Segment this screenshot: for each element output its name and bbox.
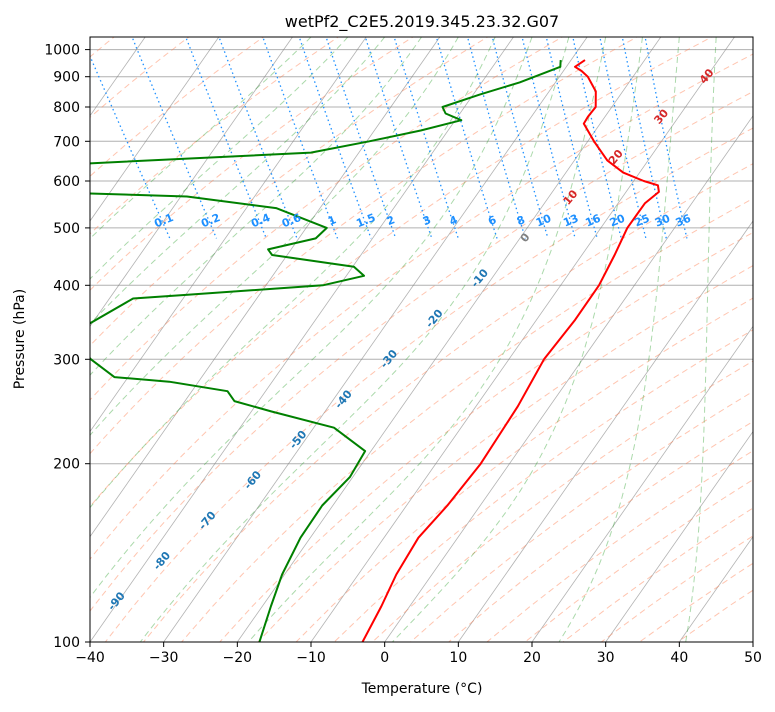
- dry-adiabat-line: [0, 35, 417, 642]
- mixing-ratio-line: [645, 35, 687, 239]
- dry-adiabat-line: [525, 35, 775, 642]
- mixing-ratio-line: [131, 35, 217, 239]
- y-tick-label: 800: [53, 100, 80, 116]
- moist-adiabat-line: [58, 37, 532, 642]
- x-tick-label: −20: [223, 650, 253, 666]
- isotherm-label: 40: [697, 66, 717, 86]
- x-tick-label: 10: [449, 650, 467, 666]
- mixing-ratio-line: [436, 35, 497, 239]
- y-tick-label: 700: [53, 134, 80, 150]
- mixing-ratio-label: 25: [632, 212, 651, 230]
- dry-adiabat-line: [449, 35, 775, 642]
- mixing-ratio-label: 6: [486, 213, 498, 228]
- dry-adiabat-line: [0, 35, 492, 642]
- dry-adiabat-line: [182, 35, 775, 642]
- x-axis-ticks: −40 −30 −20 −10 0 10 20 30 40 50: [75, 642, 762, 666]
- dewpoint-profile-line: [0, 60, 561, 642]
- y-axis-ticks: 100 200 300 400 500 600 700 800 900 1000: [44, 43, 90, 651]
- x-tick-label: 40: [670, 650, 688, 666]
- mixing-ratio-label: 8: [515, 213, 527, 228]
- isotherm-label: 0: [518, 231, 533, 245]
- x-tick-label: 20: [523, 650, 541, 666]
- mixing-ratio-line: [599, 35, 646, 239]
- isotherm-line: [16, 37, 440, 642]
- dry-adiabat-line: [678, 35, 775, 642]
- moist-adiabat-line: [0, 37, 495, 642]
- x-tick-label: −30: [149, 650, 179, 666]
- moist-adiabat-line: [140, 37, 569, 642]
- isotherm-line: [0, 37, 366, 642]
- y-tick-label: 300: [53, 352, 80, 368]
- mixing-ratio-label: 3: [421, 213, 433, 228]
- mixing-ratio-line: [572, 35, 621, 239]
- isotherm-label: -40: [332, 387, 355, 411]
- isotherm-line: [0, 37, 219, 642]
- isotherm-line: [458, 37, 775, 642]
- dry-adiabat-line: [601, 35, 775, 642]
- mixing-ratio-label: 30: [653, 212, 672, 230]
- mixing-ratio-label: 16: [583, 212, 602, 230]
- moist-adiabat-line: [0, 37, 422, 618]
- plot-frame: [90, 37, 753, 642]
- y-tick-label: 400: [53, 278, 80, 294]
- mixing-ratio-line: [546, 35, 598, 239]
- x-tick-label: 0: [380, 650, 389, 666]
- chart-title: wetPf2_C2E5.2019.345.23.32.G07: [285, 12, 559, 32]
- y-tick-label: 900: [53, 70, 80, 86]
- x-axis-label: Temperature (°C): [361, 681, 483, 697]
- dry-adiabat-line: [0, 35, 342, 642]
- isotherm-label: 30: [651, 106, 671, 126]
- x-tick-label: 30: [597, 650, 615, 666]
- y-tick-label: 600: [53, 174, 80, 190]
- mixing-ratio-label: 4: [448, 213, 460, 228]
- isotherm-label: -60: [241, 468, 264, 492]
- moist-adiabat-line: [0, 37, 348, 565]
- x-tick-label: −10: [296, 650, 326, 666]
- mixing-ratio-line: [298, 35, 371, 239]
- moist-adiabat-line: [0, 37, 385, 585]
- y-tick-label: 500: [53, 221, 80, 237]
- dry-adiabat-line: [144, 35, 775, 642]
- isotherm-line: [0, 37, 72, 642]
- dry-adiabat-line: [29, 35, 775, 642]
- mixing-ratio-line: [365, 35, 432, 239]
- isotherm-label: -50: [287, 428, 310, 452]
- dry-adiabat-line: [0, 35, 267, 642]
- isotherm-label: -70: [196, 509, 219, 533]
- dry-adiabat-line: [411, 35, 775, 642]
- isotherm-line: [385, 37, 775, 642]
- mixing-ratio-label: 36: [674, 212, 693, 230]
- isotherm-line: [90, 37, 514, 642]
- x-tick-label: 50: [744, 650, 762, 666]
- mixing-ratio-label: 1: [326, 213, 338, 228]
- y-axis-label: Pressure (hPa): [12, 289, 28, 389]
- dry-adiabat-line: [0, 35, 716, 642]
- mixing-ratio-label: 2: [385, 213, 397, 228]
- dry-adiabat-line: [258, 35, 775, 642]
- isotherm-label: -80: [151, 549, 174, 573]
- isotherm-label: 10: [561, 187, 581, 207]
- isotherm-line: [679, 37, 775, 642]
- dry-adiabat-line: [296, 35, 775, 642]
- moist-adiabat-line: [686, 37, 717, 642]
- isotherm-label: -20: [423, 307, 446, 331]
- y-tick-label: 200: [53, 457, 80, 473]
- x-tick-label: −40: [75, 650, 105, 666]
- mixing-ratio-label: 13: [561, 212, 580, 230]
- isotherm-line: [753, 37, 775, 642]
- mixing-ratio-line: [218, 35, 297, 239]
- mixing-ratio-line: [492, 35, 548, 239]
- mixing-ratio-line: [467, 35, 526, 239]
- y-tick-label: 1000: [44, 43, 80, 59]
- dry-adiabat-line: [372, 35, 775, 642]
- y-tick-label: 100: [53, 635, 80, 651]
- isotherm-line: [606, 37, 775, 642]
- isotherm-label: -10: [468, 266, 491, 290]
